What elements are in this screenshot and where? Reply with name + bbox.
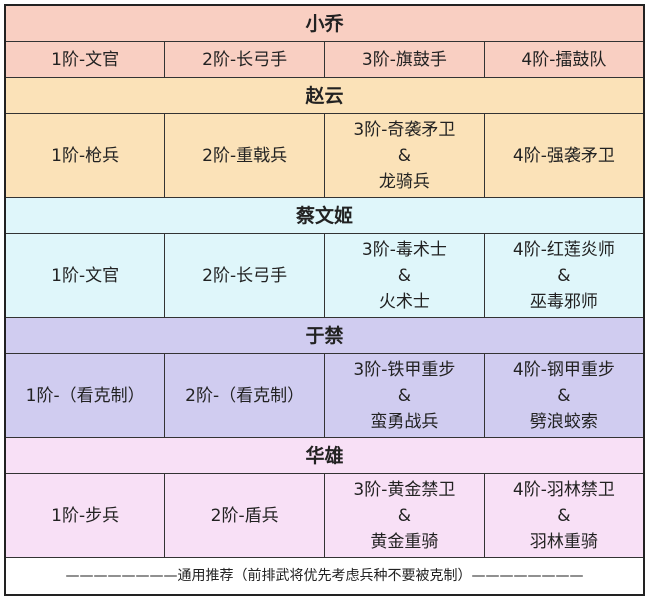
troop-line: 4阶-钢甲重步 xyxy=(512,359,615,380)
hero-name: 华雄 xyxy=(4,437,645,474)
troop-cell: 2阶-长弓手 xyxy=(164,233,325,318)
troop-line: 2阶-盾兵 xyxy=(210,505,279,526)
hero-name: 于禁 xyxy=(4,317,645,354)
troop-cell: 4阶-红莲炎师 & 巫毒邪师 xyxy=(483,233,645,318)
troop-line: 1阶-步兵 xyxy=(51,505,120,526)
troop-line: 3阶-奇袭矛卫 xyxy=(353,119,456,140)
troop-line: 2阶-长弓手 xyxy=(202,265,288,286)
troop-line: 劈浪蛟索 xyxy=(529,411,598,432)
troop-cell: 2阶-盾兵 xyxy=(164,473,325,558)
troop-line: 龙骑兵 xyxy=(378,171,430,192)
troop-line: 黄金重骑 xyxy=(370,531,439,552)
troop-line: & xyxy=(397,505,411,526)
troop-cell: 3阶-毒术士 & 火术士 xyxy=(324,233,485,318)
troop-line: 1阶-文官 xyxy=(51,49,120,70)
troop-cell: 4阶-羽林禁卫 & 羽林重骑 xyxy=(483,473,645,558)
footer-note: ————————通用推荐（前排武将优先考虑兵种不要被克制）———————— xyxy=(4,557,645,596)
troop-line: 2阶-重戟兵 xyxy=(202,145,288,166)
hero-name: 蔡文姬 xyxy=(4,197,645,234)
troop-line: & xyxy=(557,265,571,286)
troop-line: 1阶-文官 xyxy=(51,265,120,286)
troop-line: 4阶-强袭矛卫 xyxy=(512,145,615,166)
troop-cell: 1阶-（看克制） xyxy=(4,353,166,438)
troop-table: 小乔 1阶-文官 2阶-长弓手 3阶-旗鼓手 4阶-擂鼓队赵云 1阶-枪兵 2阶-重戟兵 3阶… xyxy=(4,4,645,596)
troop-cell: 4阶-强袭矛卫 xyxy=(483,113,645,198)
troop-cell: 1阶-步兵 xyxy=(4,473,166,558)
troop-line: 4阶-擂鼓队 xyxy=(521,49,607,70)
troop-line: 3阶-铁甲重步 xyxy=(353,359,456,380)
troop-cell: 3阶-黄金禁卫 & 黄金重骑 xyxy=(324,473,485,558)
troop-line: 4阶-红莲炎师 xyxy=(512,239,615,260)
troop-line: 巫毒邪师 xyxy=(529,291,598,312)
troop-cell: 3阶-旗鼓手 xyxy=(324,41,485,78)
hero-name: 小乔 xyxy=(4,4,645,42)
troop-line: 2阶-（看克制） xyxy=(185,385,305,406)
troop-cell: 3阶-铁甲重步 & 蛮勇战兵 xyxy=(324,353,485,438)
troop-line: 1阶-（看克制） xyxy=(25,385,145,406)
troop-line: 3阶-黄金禁卫 xyxy=(353,479,456,500)
hero-name: 赵云 xyxy=(4,77,645,114)
troop-line: & xyxy=(557,385,571,406)
troop-cell: 2阶-重戟兵 xyxy=(164,113,325,198)
troop-line: 4阶-羽林禁卫 xyxy=(512,479,615,500)
troop-line: 3阶-毒术士 xyxy=(361,239,447,260)
troop-line: 2阶-长弓手 xyxy=(202,49,288,70)
troop-line: & xyxy=(557,505,571,526)
troop-line: 火术士 xyxy=(378,291,430,312)
troop-line: 1阶-枪兵 xyxy=(51,145,120,166)
troop-cell: 2阶-（看克制） xyxy=(164,353,325,438)
troop-cell: 4阶-钢甲重步 & 劈浪蛟索 xyxy=(483,353,645,438)
troop-line: 3阶-旗鼓手 xyxy=(361,49,447,70)
troop-cell: 3阶-奇袭矛卫 & 龙骑兵 xyxy=(324,113,485,198)
troop-cell: 2阶-长弓手 xyxy=(164,41,325,78)
troop-line: 蛮勇战兵 xyxy=(370,411,439,432)
troop-line: & xyxy=(397,145,411,166)
troop-cell: 1阶-文官 xyxy=(4,41,166,78)
troop-line: & xyxy=(397,265,411,286)
troop-cell: 1阶-文官 xyxy=(4,233,166,318)
troop-cell: 4阶-擂鼓队 xyxy=(483,41,645,78)
troop-cell: 1阶-枪兵 xyxy=(4,113,166,198)
troop-line: 羽林重骑 xyxy=(529,531,598,552)
troop-line: & xyxy=(397,385,411,406)
